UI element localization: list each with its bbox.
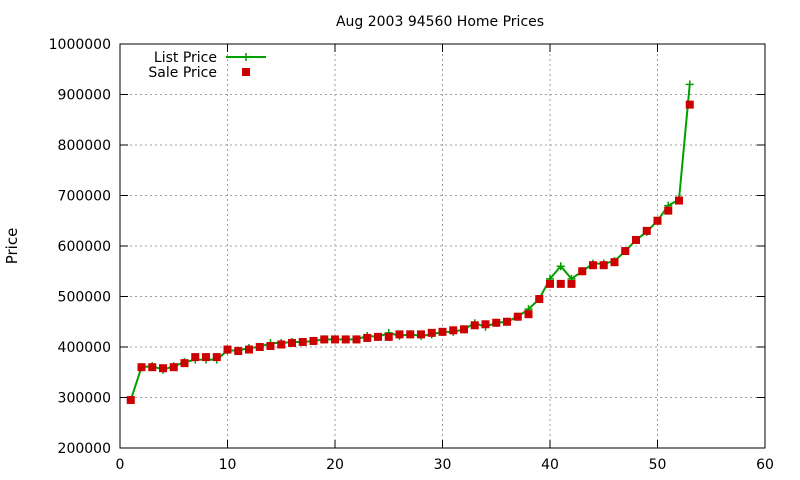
y-tick-label: 300000: [58, 391, 111, 407]
sale-price-point: [180, 359, 189, 368]
sale-price-point: [546, 279, 554, 288]
y-axis-label: Price: [3, 228, 21, 265]
sale-price-point: [492, 318, 501, 327]
sale-price-point: [341, 335, 350, 344]
sale-price-point: [126, 396, 135, 405]
sale-price-point: [524, 310, 533, 319]
x-tick-label: 20: [326, 457, 344, 473]
legend-square-marker: [242, 68, 250, 76]
y-tick-label: 1000000: [49, 37, 111, 53]
sale-price-point: [610, 258, 619, 267]
sale-price-point: [320, 335, 329, 344]
sale-price-point: [460, 325, 468, 334]
y-tick-label: 600000: [58, 239, 111, 255]
sale-price-point: [212, 353, 221, 362]
sale-price-point: [245, 345, 253, 354]
sale-price-point: [255, 343, 264, 351]
sale-price-point: [438, 327, 447, 336]
sale-price-point: [535, 295, 544, 304]
legend-plus-marker: [242, 53, 250, 61]
legend-label: Sale Price: [148, 65, 217, 81]
sale-price-point: [470, 321, 479, 330]
sale-price-point: [417, 330, 425, 339]
sale-price-point: [266, 341, 275, 350]
sale-price-point: [384, 332, 393, 341]
sale-price-point: [169, 363, 178, 372]
sale-price-point: [481, 320, 490, 329]
sale-price-point: [191, 353, 200, 362]
x-tick-label: 30: [434, 457, 452, 473]
sale-price-point: [406, 330, 415, 339]
sale-price-point: [578, 267, 587, 276]
sale-price-point: [395, 330, 404, 339]
sale-price-point: [427, 328, 436, 337]
sale-price-point: [449, 326, 458, 335]
sale-price-point: [685, 100, 694, 109]
sale-price-point: [277, 340, 286, 349]
grid-lines: [120, 44, 765, 448]
sale-price-point: [223, 345, 232, 354]
chart-title: Aug 2003 94560 Home Prices: [336, 14, 544, 30]
series-sale-price: [126, 100, 694, 405]
sale-price-point: [234, 347, 243, 356]
y-tick-label: 800000: [58, 138, 111, 154]
sale-price-point: [288, 338, 296, 347]
x-tick-label: 40: [541, 457, 559, 473]
y-tick-label: 400000: [58, 340, 111, 356]
sale-price-point: [675, 196, 683, 205]
y-tick-label: 700000: [58, 189, 111, 205]
sale-price-point: [363, 333, 372, 342]
sale-price-point: [298, 337, 307, 346]
sale-price-point: [513, 312, 522, 321]
list-price-point: [685, 80, 694, 89]
sale-price-point: [621, 247, 630, 256]
sale-price-point: [137, 363, 146, 372]
sale-price-point: [632, 235, 640, 244]
legend-label: List Price: [154, 50, 217, 66]
series-layer: [126, 80, 694, 405]
x-tick-label: 0: [116, 457, 125, 473]
sale-price-point: [589, 261, 597, 270]
sale-price-point: [642, 226, 651, 235]
sale-price-point: [503, 317, 511, 326]
sale-price-point: [331, 335, 339, 344]
sale-price-point: [309, 336, 318, 345]
sale-price-point: [556, 279, 565, 288]
sale-price-point: [148, 363, 157, 372]
x-tick-label: 10: [219, 457, 237, 473]
sale-price-point: [352, 335, 361, 344]
sale-price-point: [653, 216, 662, 225]
y-tick-label: 200000: [58, 441, 111, 457]
sale-price-point: [567, 279, 576, 288]
x-tick-label: 50: [649, 457, 667, 473]
x-tick-label: 60: [756, 457, 774, 473]
y-tick-label: 500000: [58, 290, 111, 306]
y-tick-label: 900000: [58, 88, 111, 104]
sale-price-point: [374, 332, 382, 341]
sale-price-point: [202, 353, 210, 362]
sale-price-point: [159, 364, 167, 373]
list-price-point: [556, 262, 565, 271]
sale-price-point: [664, 206, 673, 215]
axis-ticks: 0 10 20 30 40 50 60 200000 300000 400000 500000 600…: [49, 37, 774, 473]
sale-price-point: [599, 261, 608, 270]
